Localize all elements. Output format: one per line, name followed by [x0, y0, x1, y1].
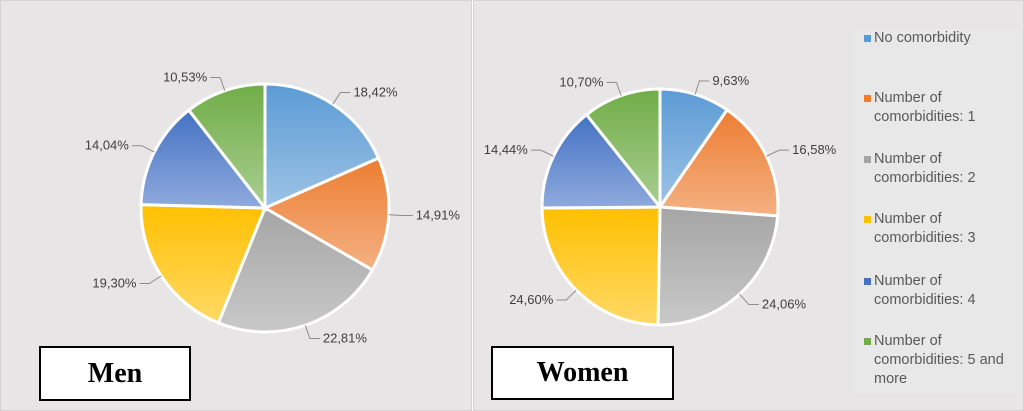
men-data-label-1: 14,91%	[416, 208, 461, 223]
men-leader-line-5	[210, 76, 226, 91]
men-slice-3	[139, 203, 268, 325]
legend-swatch	[864, 95, 871, 102]
women-data-label-3: 24,60%	[509, 292, 554, 307]
men-pie-chart: 18,42% 14,91% 22,81% 19,30% 14,04% 10,53%	[85, 69, 461, 346]
women-data-label-2: 24,06%	[762, 297, 807, 312]
women-leader-line-4	[530, 149, 554, 157]
women-leader-line-1	[766, 149, 790, 157]
women-leader-line-0	[694, 80, 710, 95]
women-chart-panel: 9,63% 16,58% 24,06% 24,60% 14,44% 10,70% Wome…	[473, 0, 1024, 411]
men-data-label-4: 14,04%	[85, 138, 130, 153]
women-slice-2	[656, 205, 780, 327]
women-leader-line-5	[606, 81, 622, 96]
men-slice-1	[261, 156, 391, 273]
women-leader-line-3	[556, 289, 577, 301]
legend-swatch	[864, 338, 871, 345]
legend-label: Number of comorbidities: 2	[874, 151, 976, 186]
men-leader-line-3	[139, 275, 162, 285]
women-data-label-4: 14,44%	[484, 142, 529, 157]
men-chart-title: Men	[39, 346, 191, 401]
legend-swatch	[864, 35, 871, 42]
men-leader-line-1	[388, 214, 413, 217]
men-data-label-3: 19,30%	[92, 276, 137, 291]
legend-label: No comorbidity	[874, 30, 971, 46]
legend-swatch	[864, 156, 871, 163]
legend-label: Number of comorbidities: 1	[874, 90, 976, 125]
men-data-label-5: 10,53%	[163, 69, 208, 84]
men-leader-line-2	[304, 325, 320, 340]
men-data-label-2: 22,81%	[323, 331, 368, 346]
legend: No comorbidity Number of comorbidities: …	[852, 29, 1020, 393]
women-data-label-1: 16,58%	[792, 142, 837, 157]
men-chart-panel: 18,42% 14,91% 22,81% 19,30% 14,04% 10,53% Men	[0, 0, 472, 411]
women-pie-chart: 9,63% 16,58% 24,06% 24,60% 14,44% 10,70%	[484, 73, 837, 327]
legend-swatch	[864, 278, 871, 285]
women-leader-line-2	[739, 293, 759, 306]
legend-label: Number of comorbidities: 4	[874, 273, 976, 308]
men-data-label-0: 18,42%	[353, 84, 398, 99]
men-leader-line-4	[131, 145, 155, 153]
legend-swatch	[864, 216, 871, 223]
women-chart-title: Women	[491, 346, 674, 400]
women-data-label-0: 9,63%	[712, 73, 749, 88]
men-slice-5	[186, 82, 267, 213]
men-leader-line-0	[332, 91, 351, 105]
women-slice-3	[540, 205, 662, 327]
legend-label: Number of comorbidities: 5 and more	[874, 333, 1004, 387]
women-data-label-5: 10,70%	[559, 74, 604, 89]
legend-label: Number of comorbidities: 3	[874, 211, 976, 246]
women-slice-5	[584, 87, 662, 212]
